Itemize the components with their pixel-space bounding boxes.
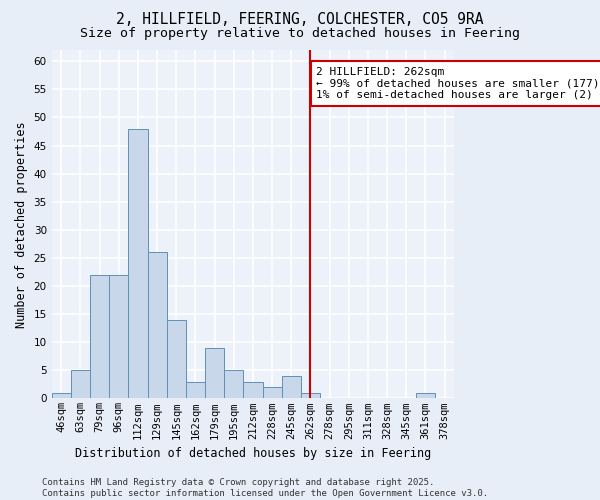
Bar (148, 252, 167, 398)
Bar (186, 382, 205, 398)
Bar (224, 370, 244, 398)
Bar (205, 348, 224, 399)
Bar (301, 393, 320, 398)
Text: 2 HILLFIELD: 262sqm
← 99% of detached houses are smaller (177)
1% of semi-detach: 2 HILLFIELD: 262sqm ← 99% of detached ho… (316, 67, 600, 100)
Bar (244, 382, 263, 398)
Text: Size of property relative to detached houses in Feering: Size of property relative to detached ho… (80, 28, 520, 40)
Bar (109, 275, 128, 398)
Bar (52, 393, 71, 398)
Bar (263, 387, 281, 398)
X-axis label: Distribution of detached houses by size in Feering: Distribution of detached houses by size … (75, 447, 431, 460)
Bar (128, 128, 148, 398)
Y-axis label: Number of detached properties: Number of detached properties (15, 121, 28, 328)
Text: 2, HILLFIELD, FEERING, COLCHESTER, CO5 9RA: 2, HILLFIELD, FEERING, COLCHESTER, CO5 9… (116, 12, 484, 28)
Text: Contains HM Land Registry data © Crown copyright and database right 2025.
Contai: Contains HM Land Registry data © Crown c… (42, 478, 488, 498)
Bar (167, 320, 186, 398)
Bar (71, 370, 90, 398)
Bar (90, 275, 109, 398)
Bar (416, 393, 435, 398)
Bar (281, 376, 301, 398)
